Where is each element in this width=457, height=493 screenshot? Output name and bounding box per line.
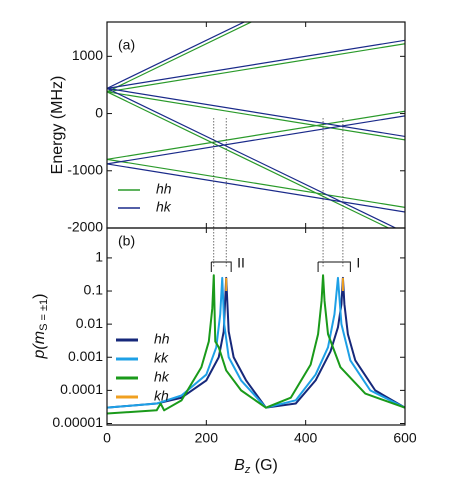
legend-label: kk	[154, 350, 169, 366]
label-part: B	[234, 457, 245, 474]
y-tick-label: 0.01	[76, 315, 103, 331]
probability-curve	[225, 277, 344, 292]
bracket	[211, 261, 232, 272]
x-tick-label: 400	[294, 430, 318, 446]
y-axis-label: p(mS = ±1)	[31, 294, 50, 360]
energy-line	[107, 43, 405, 93]
energy-line	[107, 91, 405, 141]
energy-line	[107, 39, 405, 89]
energy-line	[107, 87, 397, 228]
label-part: S = ±1	[38, 299, 50, 331]
legend-label: hk	[154, 369, 170, 385]
y-tick-label: 0.1	[84, 282, 104, 298]
y-axis-label: Energy (MHz)	[49, 76, 66, 175]
probability-curve	[107, 276, 405, 409]
y-tick-label: -2000	[67, 219, 103, 235]
label-part: (G)	[250, 457, 278, 474]
energy-line	[107, 110, 405, 160]
bracket-label: I	[356, 255, 360, 271]
panel-label: (a)	[118, 37, 135, 53]
y-tick-label: 0.00001	[52, 414, 103, 430]
panel-label: (b)	[118, 233, 135, 249]
label-part: p(m	[31, 331, 48, 360]
y-tick-label: 0	[95, 104, 103, 120]
x-tick-label: 600	[393, 430, 417, 446]
legend-label: hk	[156, 199, 172, 215]
y-tick-label: 0.001	[68, 348, 103, 364]
probability-curve	[107, 276, 405, 409]
energy-line	[107, 91, 390, 228]
energy-line	[107, 22, 253, 93]
label-part: )	[31, 294, 48, 299]
x-tick-label: 200	[195, 430, 219, 446]
y-tick-label: -1000	[67, 161, 103, 177]
energy-line	[107, 163, 405, 213]
energy-line	[107, 87, 405, 138]
label-part: z	[244, 464, 251, 476]
x-axis-label: Bz (G)	[234, 457, 278, 476]
legend-label: kh	[154, 388, 169, 404]
y-tick-label: 1	[95, 249, 103, 265]
legend-label: hh	[154, 331, 170, 347]
y-tick-label: 1000	[72, 47, 103, 63]
energy-line	[107, 22, 246, 89]
bracket	[318, 261, 351, 272]
axes-frame	[106, 227, 406, 426]
x-tick-label: 0	[103, 430, 111, 446]
energy-line	[107, 115, 405, 165]
probability-curve	[107, 274, 405, 415]
bracket-label: II	[237, 255, 245, 271]
energy-line	[107, 158, 405, 208]
axes-frame	[106, 21, 406, 229]
y-tick-label: 0.0001	[60, 381, 103, 397]
legend-label: hh	[156, 181, 172, 197]
